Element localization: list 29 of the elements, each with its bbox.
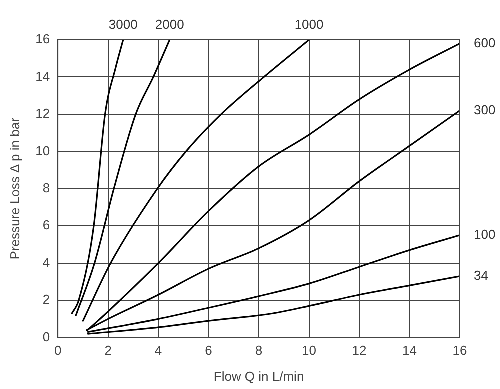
x-tick-label: 6 [205, 343, 212, 358]
series-label: 2000 [155, 17, 184, 32]
y-tick-label: 0 [42, 329, 50, 344]
y-tick-label: 16 [36, 32, 50, 47]
x-axis-title: Flow Q in L/min [214, 368, 304, 384]
y-tick-label: 12 [36, 106, 50, 122]
x-tick-label: 0 [54, 343, 62, 358]
x-tick-label: 12 [352, 343, 367, 358]
series-label: 34 [474, 268, 488, 283]
x-tick-label: 4 [154, 343, 162, 358]
y-tick-label: 6 [42, 218, 50, 233]
x-tick-label: 8 [255, 343, 263, 358]
y-axis-title: Pressure Loss Δ p in bar [7, 117, 22, 260]
y-tick-label: 4 [42, 254, 50, 270]
y-tick-label: 14 [36, 68, 50, 84]
y-tick-label: 10 [36, 143, 50, 158]
y-tick-label: 8 [42, 180, 50, 196]
series-label: 3000 [108, 17, 138, 32]
series-label: 1000 [294, 17, 324, 32]
y-tick-label: 2 [42, 292, 50, 308]
series-label: 100 [474, 227, 496, 242]
line-series [75, 40, 171, 316]
series-label: 600 [474, 35, 496, 50]
series-label: 300 [474, 102, 496, 118]
x-tick-label: 2 [104, 343, 112, 358]
x-tick-label: 16 [452, 343, 468, 358]
x-tick-label: 10 [302, 343, 317, 358]
x-tick-label: 14 [402, 343, 417, 358]
line-series [82, 40, 310, 322]
